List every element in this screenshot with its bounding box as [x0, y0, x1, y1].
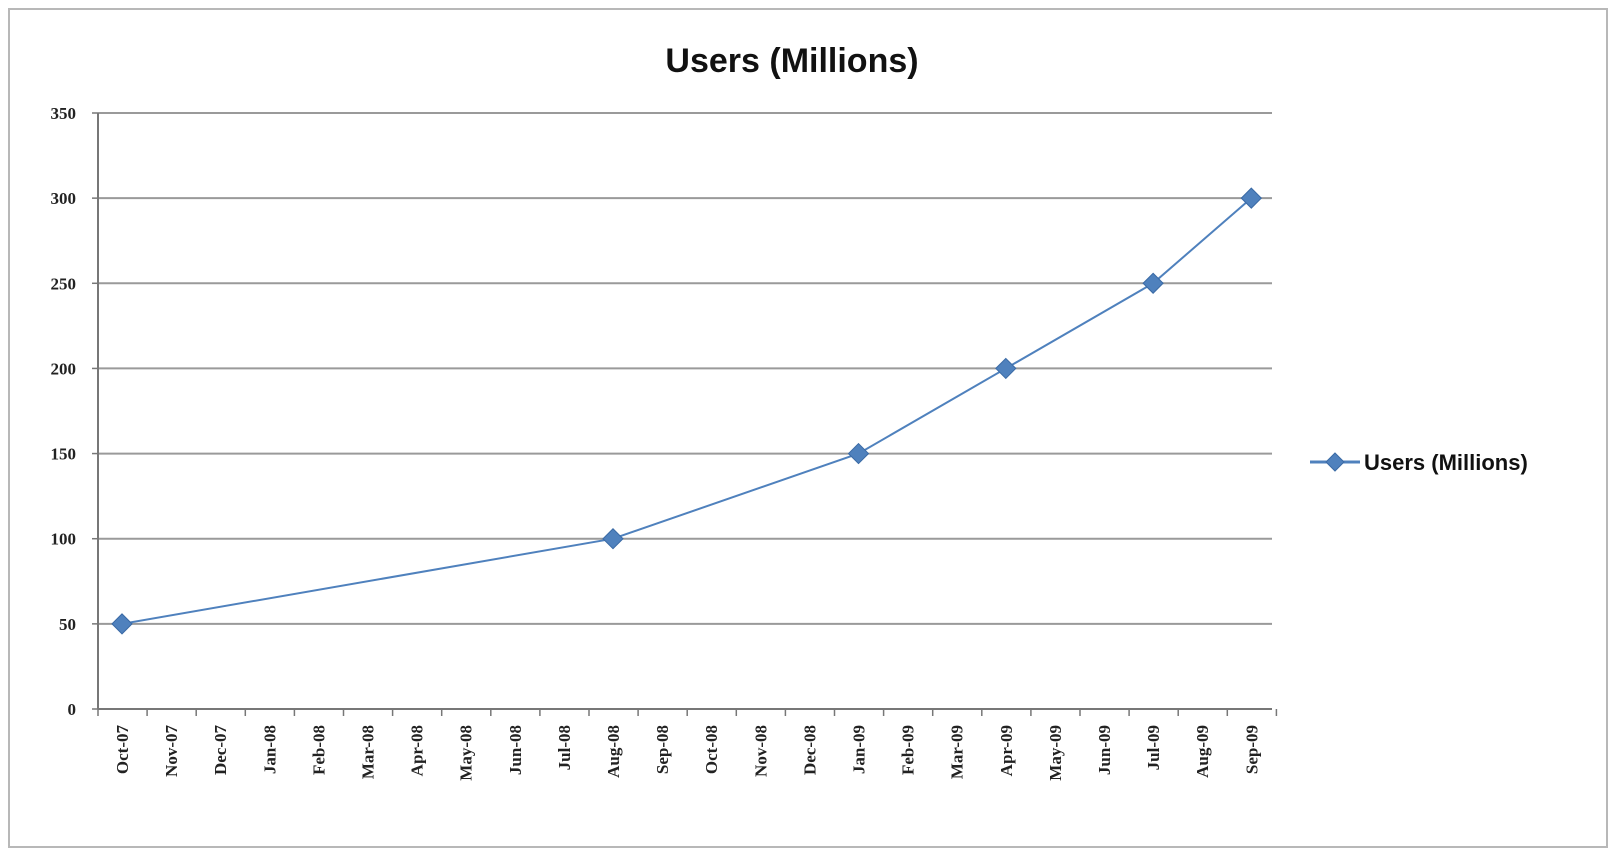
x-tick-label: Dec-08 — [800, 725, 819, 775]
x-tick-label: Mar-09 — [948, 725, 967, 779]
legend-label: Users (Millions) — [1364, 450, 1528, 475]
y-tick-label: 100 — [51, 530, 77, 549]
data-point-marker — [847, 442, 870, 465]
x-tick-label: Apr-09 — [997, 725, 1016, 776]
data-point-marker — [602, 528, 624, 550]
data-point-marker — [111, 613, 133, 635]
x-tick-label: Jul-09 — [1144, 725, 1163, 770]
x-tick-label: Oct-07 — [113, 725, 132, 775]
data-point-marker — [1240, 187, 1263, 209]
x-tick-label: Feb-08 — [309, 725, 328, 775]
x-tick-label: Sep-09 — [1242, 725, 1261, 774]
x-tick-label: Feb-09 — [899, 725, 918, 775]
x-tick-label: Aug-09 — [1193, 725, 1212, 778]
chart-title: Users (Millions) — [665, 42, 918, 80]
y-tick-label: 350 — [51, 104, 77, 123]
data-point-marker — [995, 357, 1017, 380]
x-axis-tick-labels: Oct-07 Nov-07 Dec-07 Jan-08 Feb-08 Mar-08 Apr-… — [113, 725, 1261, 781]
x-tick-label: Oct-08 — [702, 725, 721, 774]
x-tick-label: Nov-08 — [751, 725, 770, 777]
y-tick-label: 0 — [68, 700, 77, 719]
y-tick-label: 150 — [51, 445, 77, 464]
x-tick-label: Dec-07 — [211, 725, 230, 776]
x-tick-label: May-09 — [1046, 725, 1065, 781]
legend-marker-icon — [1325, 452, 1345, 472]
x-tick-label: Apr-08 — [408, 725, 427, 776]
y-tick-label: 200 — [51, 359, 77, 378]
line-chart: Users (Millions) 0 50 100 150 200 250 300 350 O… — [51, 42, 1528, 781]
legend: Users (Millions) — [1310, 450, 1528, 475]
y-tick-label: 50 — [59, 615, 76, 634]
series-line — [121, 197, 1252, 625]
x-tick-label: Mar-08 — [359, 725, 378, 779]
y-tick-label: 300 — [51, 189, 77, 208]
x-tick-label: Jan-09 — [850, 725, 869, 774]
x-tick-label: Jun-08 — [506, 725, 525, 775]
y-tick-label: 250 — [51, 274, 77, 293]
x-tick-label: Sep-08 — [653, 725, 672, 774]
x-tick-label: Jul-08 — [555, 725, 574, 770]
y-axis-tick-labels: 0 50 100 150 200 250 300 350 — [51, 104, 77, 719]
x-tick-label: May-08 — [457, 725, 476, 781]
chart-frame: Users (Millions) 0 50 100 150 200 250 300 350 O… — [8, 8, 1608, 848]
x-tick-label: Jan-08 — [260, 725, 279, 774]
x-tick-label: Nov-07 — [162, 725, 181, 777]
data-point-marker — [1142, 272, 1164, 294]
x-tick-label: Aug-08 — [604, 725, 623, 778]
gridlines — [92, 112, 1272, 710]
axes — [97, 113, 1278, 716]
x-tick-label: Jun-09 — [1095, 725, 1114, 775]
series-layer — [111, 187, 1263, 635]
